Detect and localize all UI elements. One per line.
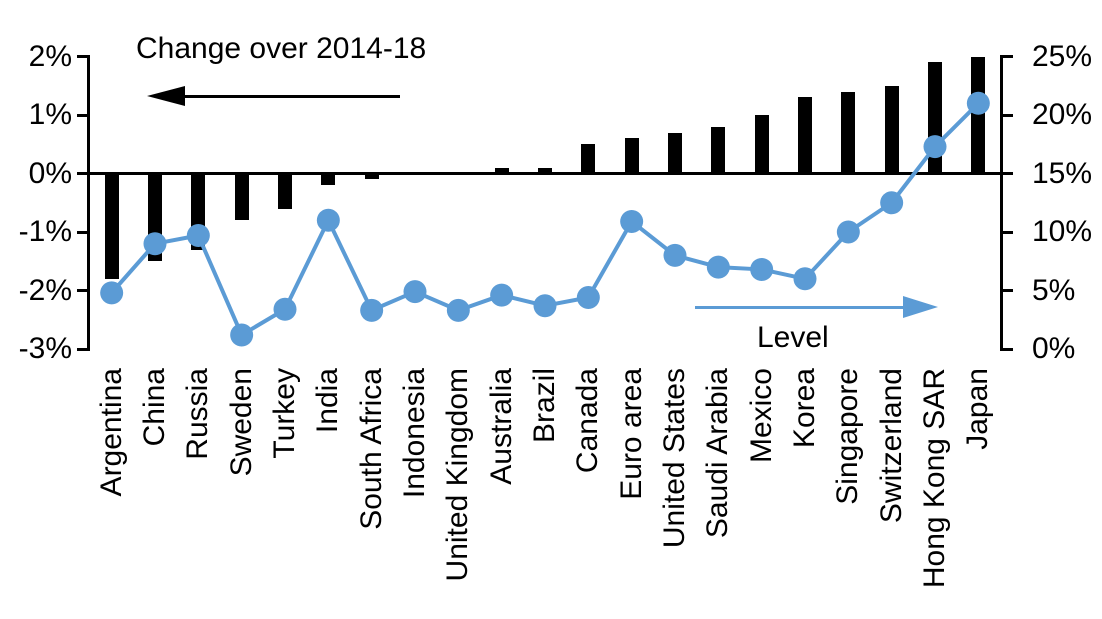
bar xyxy=(538,167,552,174)
right-axis-tick-label: 5% xyxy=(1032,273,1076,307)
level-data-point xyxy=(880,191,904,215)
left-axis-tick-label: 0% xyxy=(28,156,72,190)
bar xyxy=(278,173,292,209)
bar xyxy=(971,56,986,174)
level-data-point xyxy=(100,281,124,305)
right-axis-tick-label: 15% xyxy=(1032,156,1093,190)
level-data-point xyxy=(490,283,514,307)
level-data-point xyxy=(576,286,600,310)
level-data-point xyxy=(316,208,340,232)
left-axis-tick xyxy=(77,230,87,234)
bar xyxy=(494,167,509,174)
right-axis-tick-label: 10% xyxy=(1032,215,1093,248)
left-axis-tick-label: -1% xyxy=(18,215,72,248)
bar xyxy=(581,144,596,174)
left-axis-tick xyxy=(77,347,87,351)
left-y-axis xyxy=(87,55,90,351)
right-y-axis xyxy=(1000,55,1003,351)
change-arrow-line xyxy=(183,95,400,98)
level-data-point xyxy=(533,294,557,318)
level-data-point xyxy=(923,135,947,159)
bar xyxy=(668,132,682,174)
level-data-point xyxy=(186,224,210,248)
chart-title: Change over 2014-18 xyxy=(136,32,427,65)
bar xyxy=(321,173,336,186)
level-data-point xyxy=(706,255,730,279)
right-axis-tick xyxy=(1003,289,1013,292)
level-data-point xyxy=(793,267,817,291)
right-axis-tick-label: 20% xyxy=(1032,98,1093,131)
change-arrow-head-icon xyxy=(147,86,185,106)
bar xyxy=(884,85,899,174)
level-arrow-head-icon xyxy=(903,296,938,318)
bar xyxy=(711,126,726,174)
level-data-point xyxy=(273,297,297,321)
right-axis-tick xyxy=(1003,172,1013,175)
level-arrow-line xyxy=(695,306,905,309)
bar xyxy=(754,115,769,174)
level-data-point xyxy=(663,243,687,267)
right-axis-tick xyxy=(1003,347,1013,351)
bar xyxy=(841,91,856,174)
right-axis-tick xyxy=(1003,230,1013,234)
left-axis-tick-label: -2% xyxy=(18,273,72,307)
left-axis-tick-label: 2% xyxy=(28,39,72,73)
left-axis-tick xyxy=(77,289,87,292)
level-data-point xyxy=(750,257,774,281)
level-data-point xyxy=(403,280,427,304)
level-data-point xyxy=(836,220,860,244)
level-data-point xyxy=(360,298,384,322)
zero-baseline xyxy=(87,172,1003,175)
level-data-point xyxy=(446,298,470,322)
level-data-point xyxy=(620,209,644,233)
bar xyxy=(364,173,379,180)
right-axis-tick xyxy=(1003,55,1013,58)
level-arrow-label: Level xyxy=(757,321,829,354)
bar xyxy=(798,97,812,174)
level-data-point xyxy=(966,91,990,115)
left-axis-tick xyxy=(77,172,87,175)
bar xyxy=(234,173,249,221)
left-axis-tick-label: 1% xyxy=(28,98,72,131)
left-axis-tick xyxy=(77,113,87,117)
bar xyxy=(104,173,119,279)
right-axis-tick-label: 25% xyxy=(1032,39,1093,73)
left-axis-tick-label: -3% xyxy=(18,332,72,365)
level-data-point xyxy=(230,323,254,347)
right-axis-tick-label: 0% xyxy=(1032,332,1076,365)
level-data-point xyxy=(143,232,167,256)
left-axis-tick xyxy=(77,55,87,58)
bar xyxy=(624,138,639,174)
right-axis-tick xyxy=(1003,113,1013,117)
